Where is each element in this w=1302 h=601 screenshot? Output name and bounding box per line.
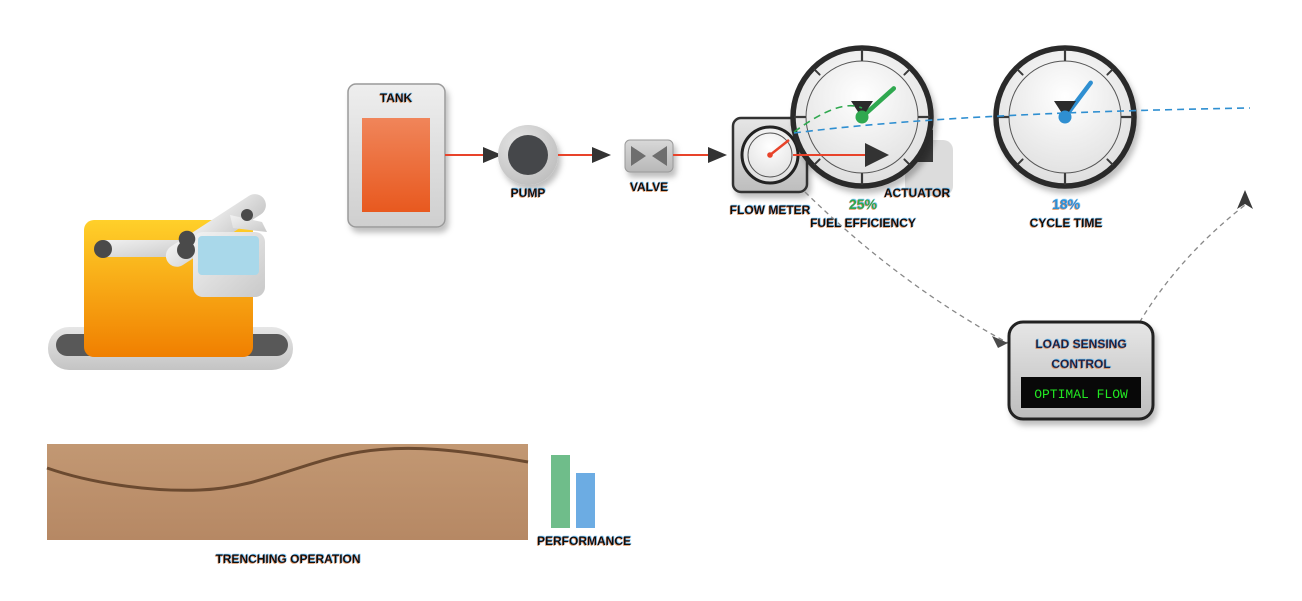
svg-text:LOAD SENSING: LOAD SENSING [1035, 337, 1126, 351]
svg-text:TRENCHING OPERATION: TRENCHING OPERATION [215, 552, 360, 566]
svg-text:FUEL EFFICIENCY: FUEL EFFICIENCY [810, 216, 916, 230]
svg-text:18%: 18% [1052, 196, 1081, 212]
svg-text:OPTIMAL FLOW: OPTIMAL FLOW [1034, 387, 1128, 402]
svg-text:FLOW METER: FLOW METER [730, 203, 811, 217]
svg-text:VALVE: VALVE [630, 180, 668, 194]
svg-text:CONTROL: CONTROL [1051, 357, 1110, 371]
svg-text:TANK: TANK [380, 91, 413, 105]
svg-text:25%: 25% [849, 196, 878, 212]
svg-text:PUMP: PUMP [511, 186, 546, 200]
svg-text:PERFORMANCE: PERFORMANCE [537, 534, 631, 548]
svg-text:ACTUATOR: ACTUATOR [884, 186, 951, 200]
svg-text:CYCLE TIME: CYCLE TIME [1030, 216, 1103, 230]
